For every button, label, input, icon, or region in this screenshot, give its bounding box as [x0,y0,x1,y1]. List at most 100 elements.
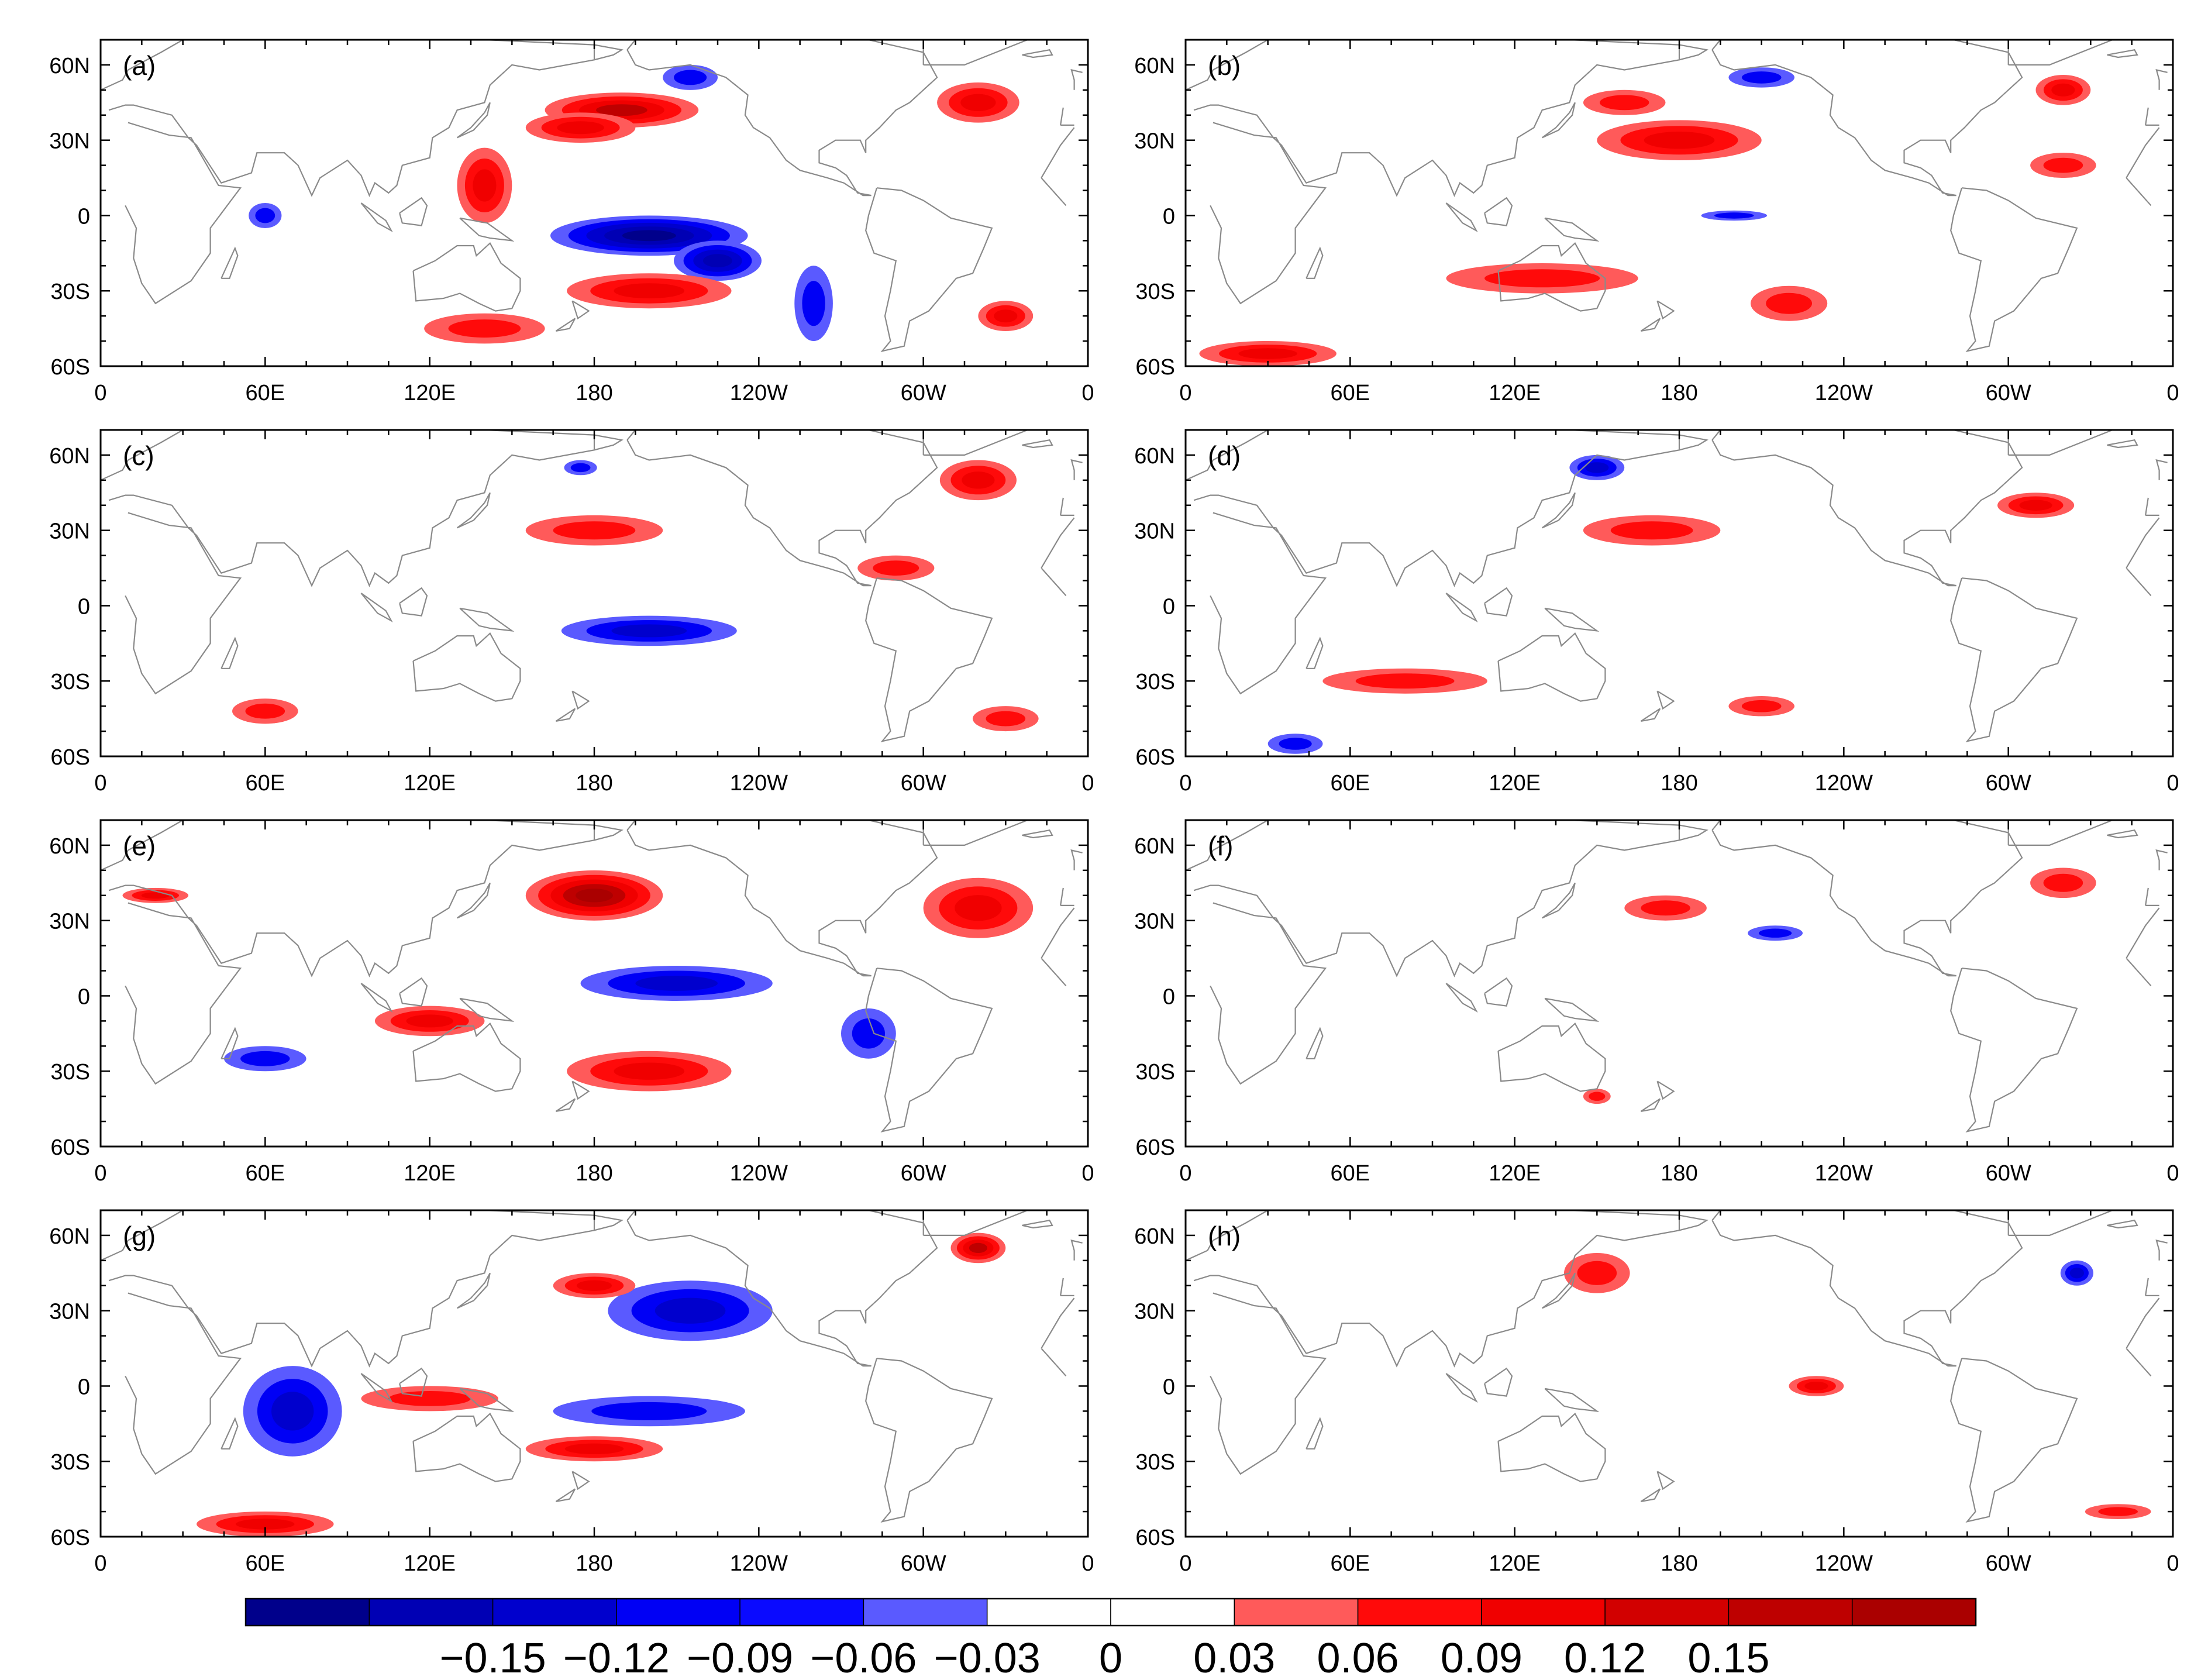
colorbar-swatch [1851,1598,1976,1626]
colorbar-swatch [739,1598,864,1626]
x-tick-label: 60E [1331,771,1370,796]
colorbar-label: −0.15 [440,1635,546,1680]
panel-label: (d) [1208,440,1241,471]
x-tick-label: 180 [576,381,612,405]
y-tick-label: 60N [49,1224,90,1249]
x-tick-label: 0 [94,381,106,405]
colorbar-label: −0.03 [934,1635,1041,1680]
y-tick-label: 60S [1135,1135,1175,1160]
anomaly-contour [1759,928,1792,938]
colorbar-label: 0.09 [1441,1635,1522,1680]
anomaly-contour [1610,521,1693,540]
x-tick-label: 180 [576,1161,612,1186]
x-tick-label: 120E [404,1161,456,1186]
anomaly-contour [388,1391,471,1406]
x-tick-label: 120E [1489,1161,1541,1186]
anomaly-contour [1600,95,1649,111]
anomaly-contour [962,471,995,489]
anomaly-contour [141,892,170,899]
x-tick-label: 60W [901,1551,946,1576]
y-tick-label: 30S [50,670,90,694]
y-tick-label: 0 [78,1375,90,1399]
y-tick-label: 60S [50,1526,90,1550]
x-tick-label: 0 [2166,771,2179,796]
x-tick-label: 180 [1661,771,1697,796]
y-tick-label: 0 [78,594,90,619]
anomaly-field [249,64,1034,344]
y-tick-label: 0 [78,204,90,229]
colorbar-swatch [1604,1598,1730,1626]
x-tick-label: 0 [1179,771,1191,796]
anomaly-contour [596,104,647,116]
y-tick-label: 0 [1163,204,1175,229]
y-tick-label: 30S [50,280,90,304]
anomaly-contour [255,208,275,223]
colorbar-label: 0.03 [1193,1635,1275,1680]
anomaly-contour [1355,673,1455,689]
anomaly-contour [576,889,613,903]
anomaly-contour [448,319,521,338]
x-tick-label: 0 [1179,1551,1191,1576]
colorbar-swatch [1357,1598,1482,1626]
anomaly-contour [986,711,1026,727]
colorbar-label: −0.09 [687,1635,793,1680]
x-tick-label: 0 [1081,1551,1094,1576]
anomaly-contour [1238,348,1297,359]
anomaly-contour [955,895,1002,921]
x-tick-label: 60W [901,381,946,405]
colorbar-label: 0 [1099,1635,1122,1680]
anomaly-contour [2043,873,2083,892]
anomaly-contour [1279,738,1312,750]
panel-label: (h) [1208,1221,1241,1251]
panel-label: (a) [123,50,156,81]
y-tick-label: 60N [1134,834,1175,859]
anomaly-contour [570,463,591,473]
x-tick-label: 120E [404,381,456,405]
y-tick-label: 30S [1135,1060,1175,1085]
anomaly-field [1267,455,2075,754]
anomaly-contour [1641,900,1690,916]
x-tick-label: 0 [1179,1161,1191,1186]
anomaly-contour [1804,1382,1828,1390]
panel-label: (f) [1208,831,1233,861]
x-tick-label: 0 [2166,1551,2179,1576]
colorbar-swatch [986,1598,1111,1626]
anomaly-contour [240,1051,290,1066]
anomaly-contour [969,1242,987,1253]
anomaly-contour [852,1018,885,1049]
anomaly-contour [1644,132,1715,149]
y-tick-label: 30S [50,1450,90,1475]
coastline [101,40,1083,352]
anomaly-contour [1766,292,1813,314]
x-tick-label: 0 [1081,771,1094,796]
x-tick-label: 0 [1179,381,1191,405]
coastline [101,820,1083,1132]
y-tick-label: 0 [1163,984,1175,1009]
x-tick-label: 180 [576,771,612,796]
x-tick-label: 120W [730,771,788,796]
y-tick-label: 0 [1163,594,1175,619]
anomaly-contour [1741,700,1782,712]
colorbar-swatch [1728,1598,1853,1626]
anomaly-contour [557,121,604,135]
panel-label: (c) [123,440,154,471]
x-tick-label: 60E [1331,1161,1370,1186]
x-tick-label: 120E [1489,1551,1541,1576]
y-tick-label: 60N [1134,444,1175,469]
anomaly-contour [1741,71,1782,84]
x-tick-label: 120W [1815,771,1873,796]
coastline [1186,1210,2168,1523]
x-tick-label: 0 [94,1551,106,1576]
colorbar-frame [244,1598,1977,1627]
map-background [101,40,1088,366]
anomaly-contour [674,70,707,85]
x-tick-label: 60W [1986,771,2031,796]
y-tick-label: 30N [1134,910,1175,934]
panel-label: (g) [123,1221,156,1251]
anomaly-contour [591,1402,707,1420]
